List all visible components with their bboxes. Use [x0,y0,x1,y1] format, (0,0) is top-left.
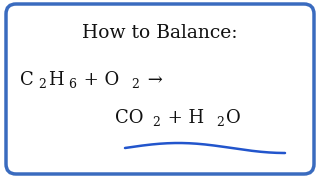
Text: 6: 6 [68,78,76,91]
Text: 2: 2 [38,78,46,91]
FancyBboxPatch shape [6,4,314,174]
Text: C: C [20,71,34,89]
Text: 2: 2 [216,116,224,129]
Text: O: O [227,109,241,127]
Text: H: H [48,71,64,89]
Text: How to Balance:: How to Balance: [82,24,238,42]
Text: + O: + O [78,71,120,89]
Text: 2: 2 [132,78,140,91]
Text: 2: 2 [152,116,160,129]
Text: + H: + H [162,109,204,127]
Text: CO: CO [115,109,143,127]
Text: →: → [142,71,163,89]
